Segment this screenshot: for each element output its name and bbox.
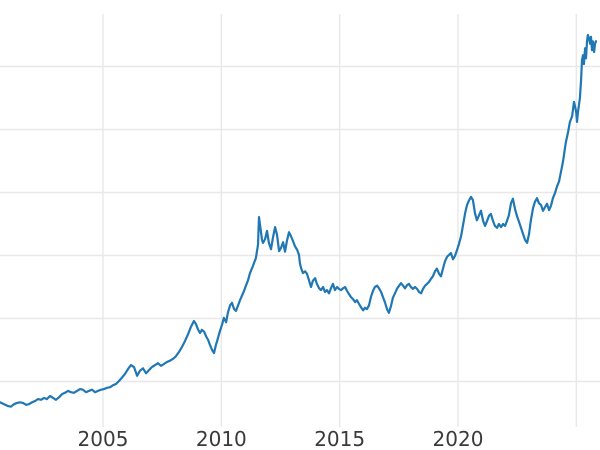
x-tick-label: 2020	[433, 427, 484, 450]
x-axis-tick-labels: 2005 2010 2015 2020	[78, 427, 484, 450]
grid-layer	[0, 14, 600, 427]
x-tick-label: 2005	[78, 427, 129, 450]
series-layer	[0, 33, 598, 408]
x-tick-label: 2015	[314, 427, 365, 450]
price-line	[0, 33, 598, 408]
x-tick-label: 2010	[196, 427, 247, 450]
